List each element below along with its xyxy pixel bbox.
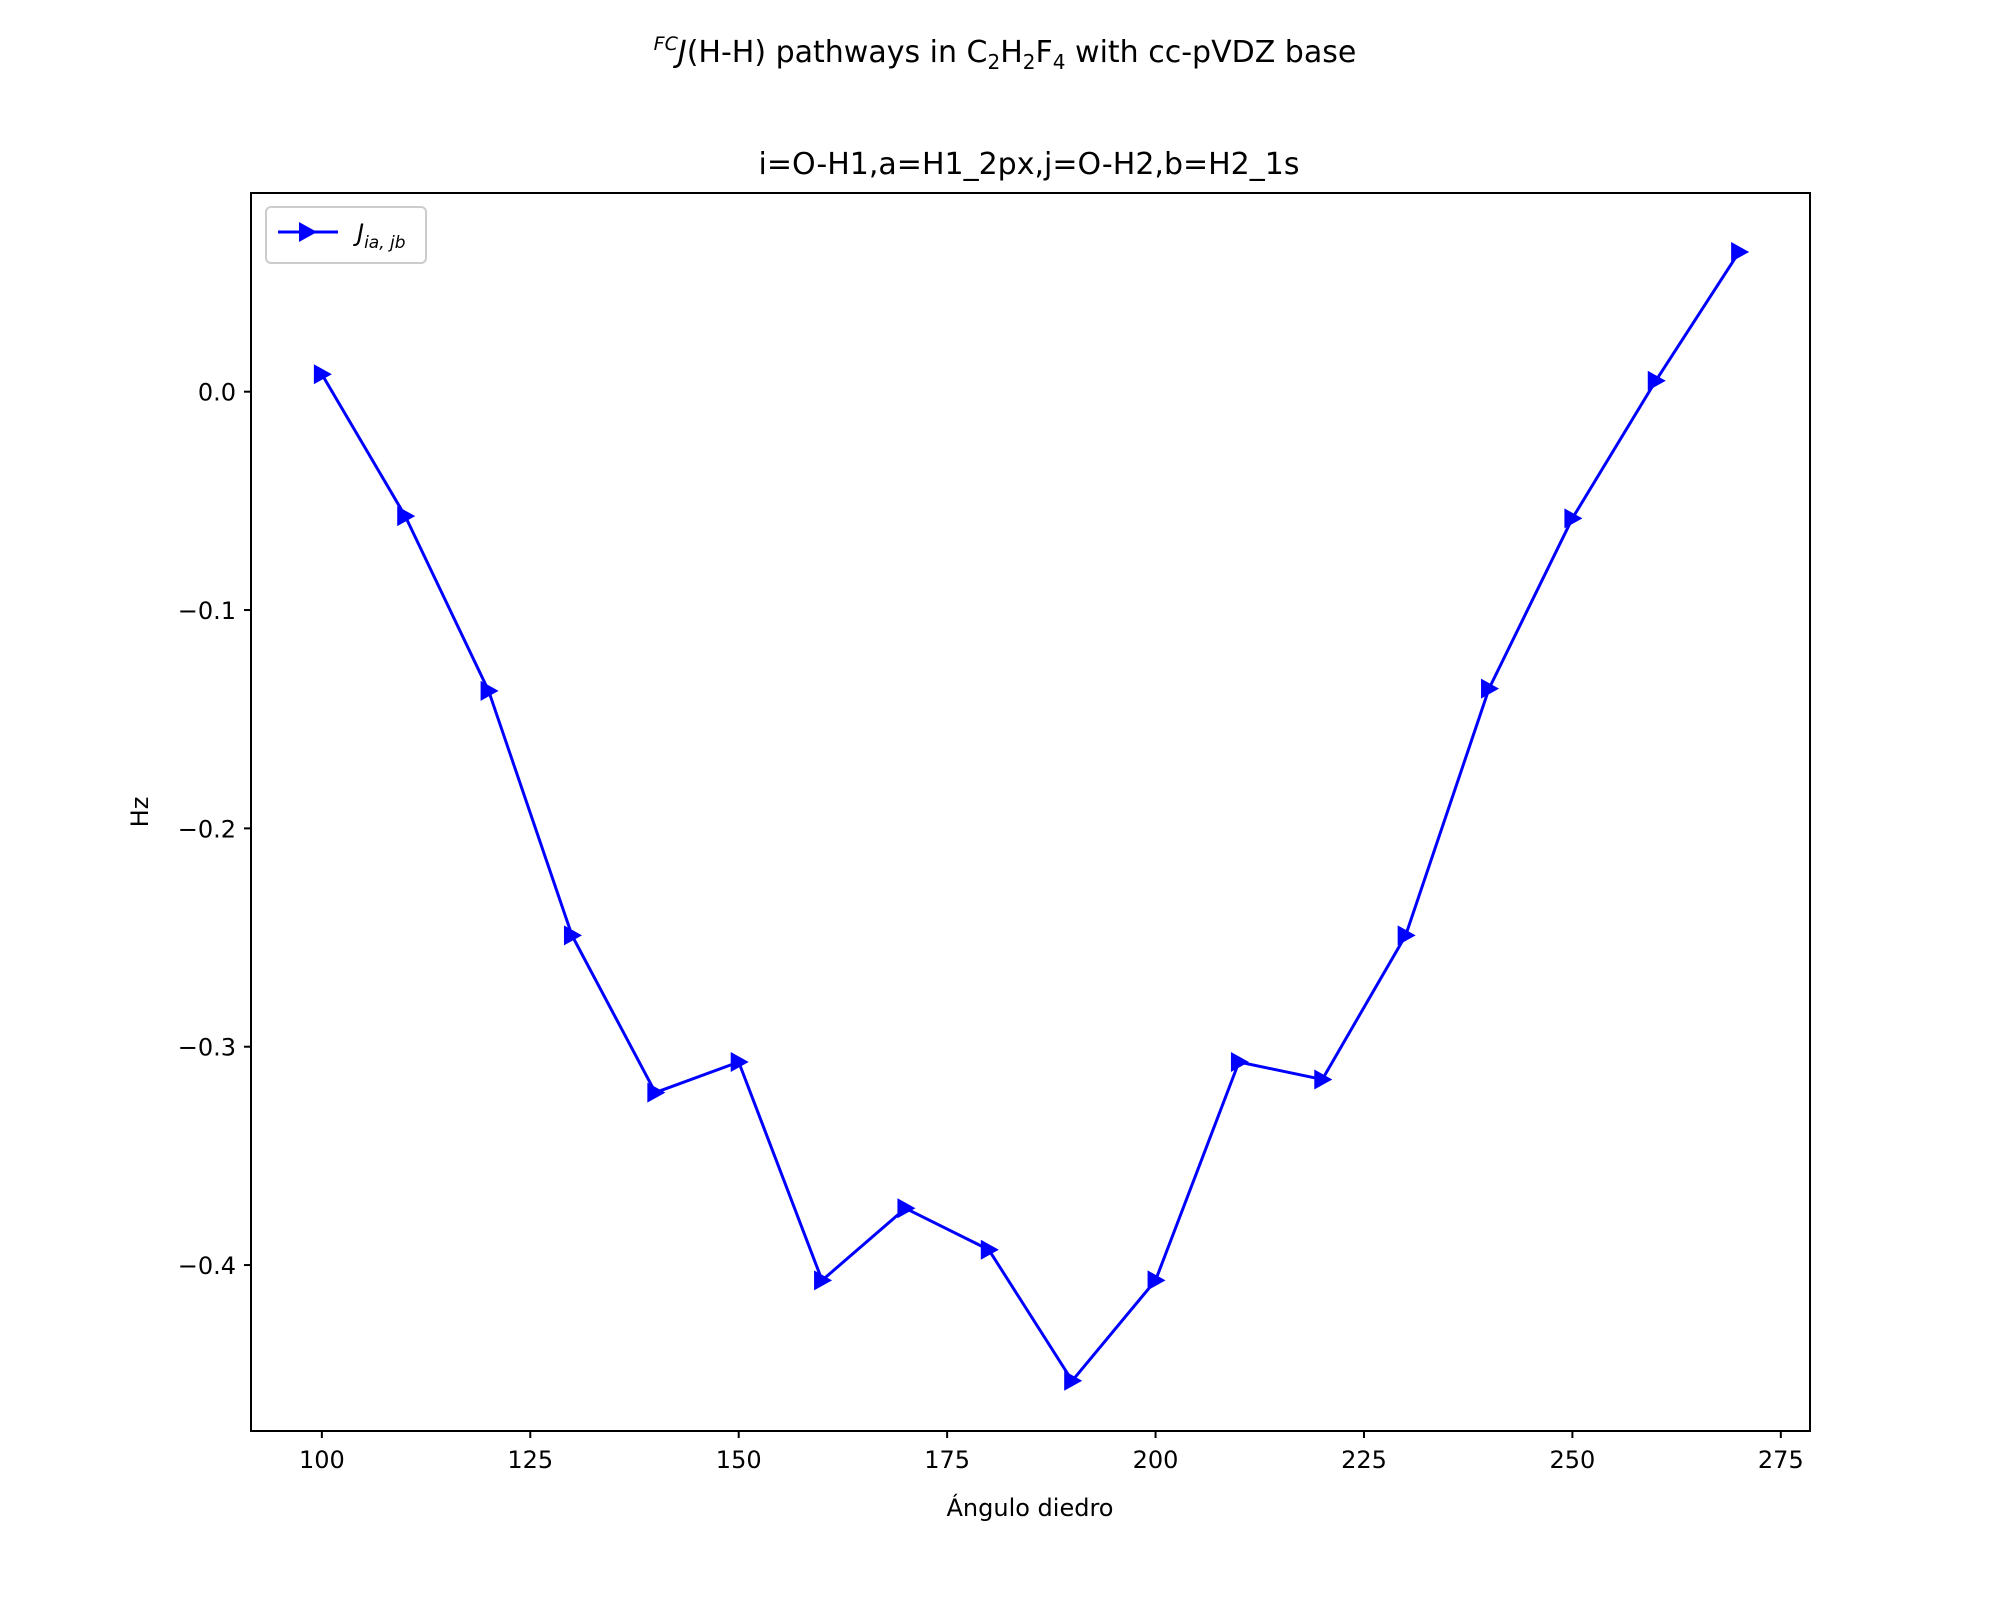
- data-point: [397, 506, 416, 527]
- x-tick-label: 150: [716, 1446, 762, 1474]
- x-tick-label: 250: [1549, 1446, 1595, 1474]
- x-axis-label: Ángulo diedro: [947, 1493, 1114, 1522]
- data-point: [1064, 1370, 1083, 1391]
- data-point: [1731, 241, 1750, 262]
- y-tick-label: −0.1: [178, 597, 236, 625]
- series-line: [320, 251, 1741, 1383]
- data-point: [814, 1270, 833, 1291]
- x-tick-label: 225: [1341, 1446, 1387, 1474]
- data-point: [1481, 678, 1500, 699]
- x-tick-label: 100: [299, 1446, 345, 1474]
- y-tick-label: −0.2: [178, 815, 236, 843]
- data-point: [480, 680, 499, 701]
- data-point: [730, 1052, 749, 1073]
- y-tick-label: 0.0: [198, 379, 236, 407]
- data-point: [1230, 1052, 1249, 1073]
- legend: Jia, jb: [265, 206, 427, 264]
- data-point: [980, 1239, 999, 1260]
- axes-frame: [250, 192, 1811, 1432]
- chart-title: i=O-H1,a=H1_2px,j=O-H2,b=H2_1s: [759, 147, 1300, 182]
- x-tick-label: 125: [507, 1446, 553, 1474]
- data-point: [897, 1198, 916, 1219]
- y-axis: 0.0 −0.1 −0.2 −0.3 −0.4: [178, 379, 251, 1280]
- data-point: [1314, 1069, 1333, 1090]
- figure-suptitle: FCJ(H-H) pathways in C2H2F4 with cc-pVDZ…: [654, 33, 1357, 74]
- x-tick-label: 175: [924, 1446, 970, 1474]
- data-point: [1147, 1270, 1166, 1291]
- legend-label: Jia, jb: [353, 219, 406, 253]
- y-axis-label: Hz: [126, 797, 154, 828]
- data-point: [563, 925, 582, 946]
- plot-area: 100 125 150 175 200 225 250 275 0.0 −0.1 −0.2 −0.3…: [178, 192, 1811, 1474]
- data-point: [1564, 508, 1583, 529]
- data-point: [313, 364, 332, 385]
- legend-marker-triangle-icon: [299, 222, 317, 242]
- x-axis: 100 125 150 175 200 225 250 275: [299, 1431, 1804, 1474]
- data-point: [1647, 370, 1666, 391]
- x-tick-label: 200: [1133, 1446, 1179, 1474]
- legend-box: [265, 206, 427, 264]
- y-tick-label: −0.4: [178, 1252, 236, 1280]
- series-layer: [313, 241, 1750, 1391]
- y-tick-label: −0.3: [178, 1034, 236, 1062]
- data-point: [1397, 925, 1416, 946]
- x-tick-label: 275: [1758, 1446, 1804, 1474]
- data-point: [647, 1082, 666, 1103]
